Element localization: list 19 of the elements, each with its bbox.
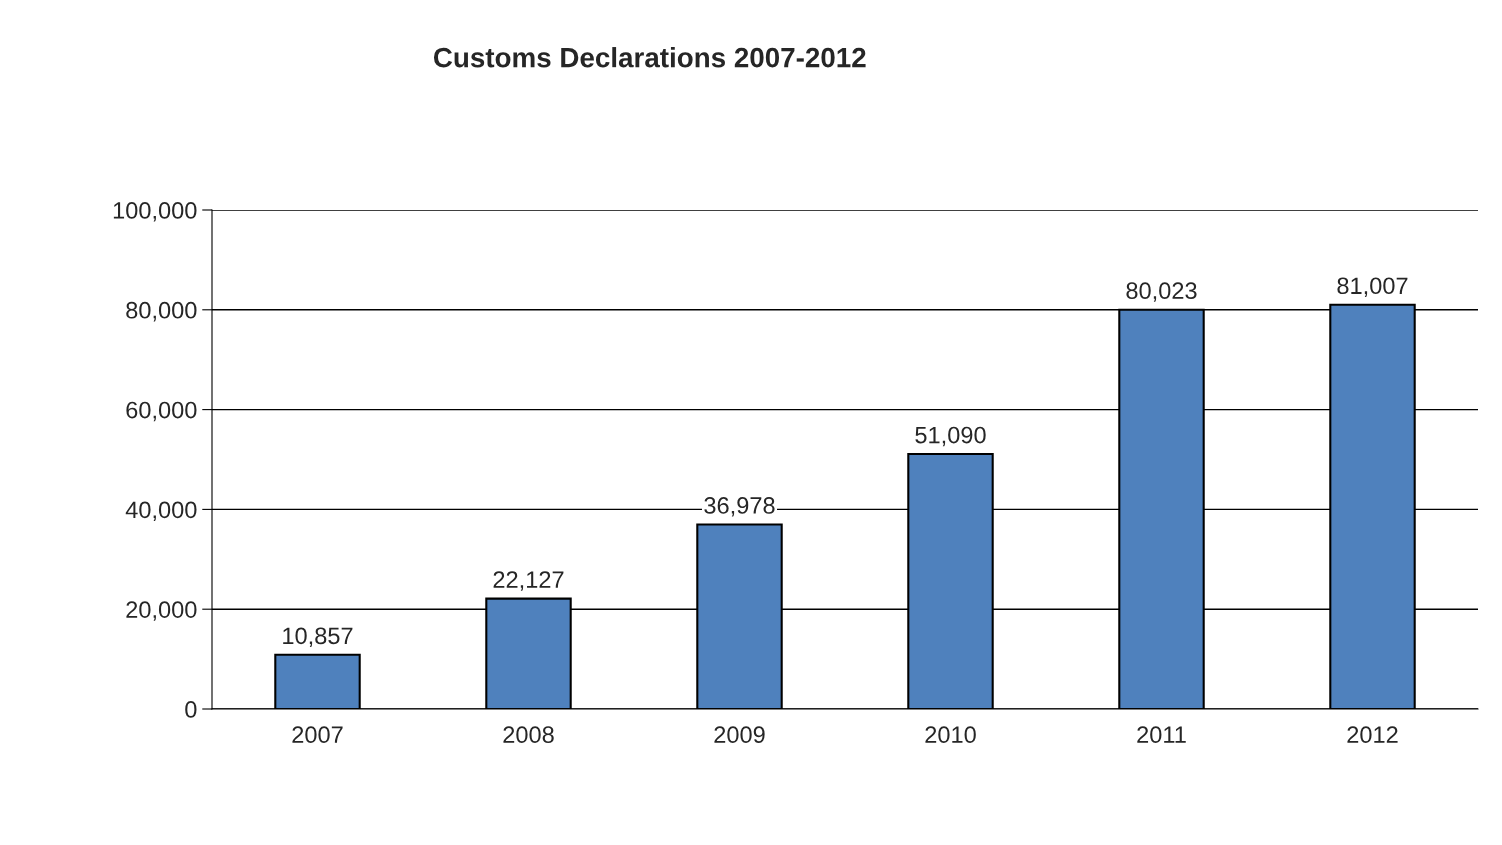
data-label: 10,857 [283, 627, 353, 647]
x-tick-label: 2009 [714, 726, 765, 744]
data-label: 51,090 [915, 426, 986, 447]
chart-title: Customs Declarations 2007-2012 [433, 47, 866, 68]
y-tick-label: 80,000 [126, 301, 197, 322]
y-tick-label: 20,000 [126, 601, 197, 621]
data-label: 36,978 [704, 497, 775, 517]
y-tick-label: 60,000 [126, 401, 197, 422]
data-label: 22,127 [493, 571, 564, 591]
x-tick-label: 2007 [292, 726, 343, 744]
data-label: 80,023 [1126, 282, 1197, 302]
y-tick-label: 40,000 [125, 501, 197, 521]
data-label: 81,007 [1337, 277, 1408, 297]
x-tick-label: 2010 [925, 726, 976, 744]
x-tick-label: 2012 [1347, 726, 1398, 744]
x-tick-label: 2008 [503, 726, 554, 744]
y-tick-label: 100,000 [113, 202, 197, 222]
x-tick-label: 2011 [1137, 726, 1186, 744]
y-tick-label: 0 [185, 701, 197, 718]
